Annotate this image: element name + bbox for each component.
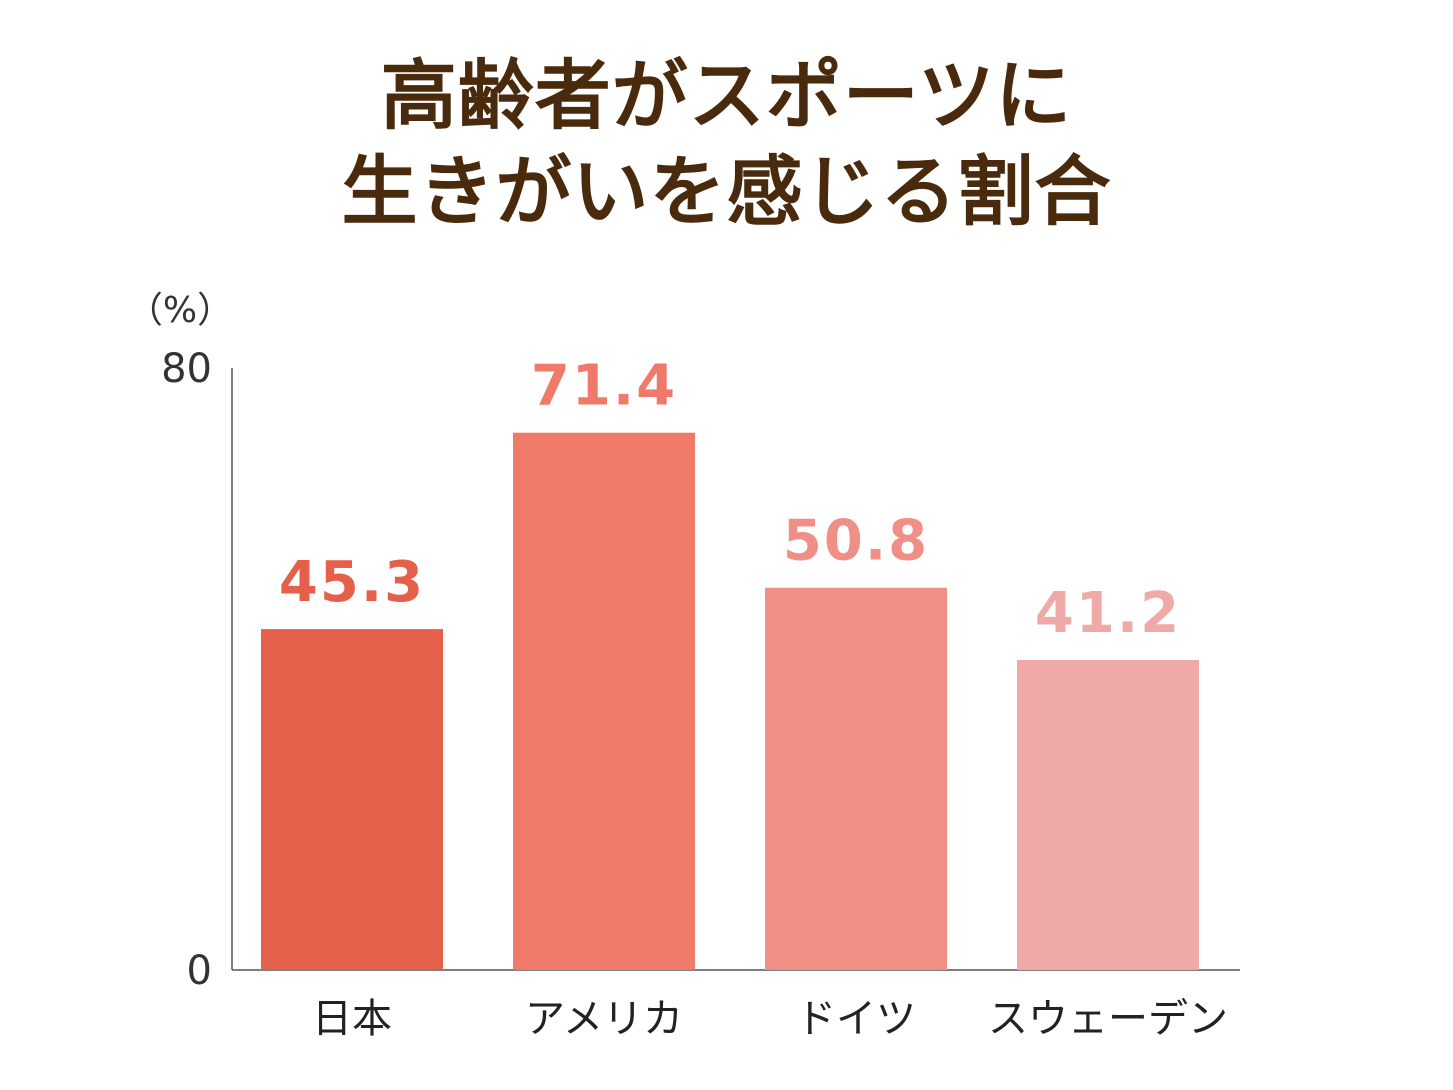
chart-title-line-1: 高齢者がスポーツに (380, 51, 1073, 140)
chart-title: 高齢者がスポーツに 生きがいを感じる割合 (0, 48, 1453, 240)
y-tick-label-80: 80 (161, 346, 212, 392)
category-label-0: 日本 (312, 996, 392, 1042)
category-label-1: アメリカ (525, 996, 683, 1042)
category-label-2: ドイツ (796, 996, 916, 1042)
value-label-0: 45.3 (279, 550, 425, 615)
labels: 45.3 日本 71.4 アメリカ 50.8 ドイツ 41.2 スウェーデン (279, 354, 1228, 1042)
bars (261, 432, 1199, 971)
bar-0 (261, 629, 443, 970)
axes: 0 80 (161, 346, 1240, 994)
y-axis-unit-label: （%） (127, 290, 233, 331)
bar-2 (765, 587, 947, 970)
value-label-2: 50.8 (783, 509, 929, 574)
value-label-3: 41.2 (1035, 581, 1181, 646)
value-label-1: 71.4 (531, 354, 677, 419)
bar-1 (513, 432, 695, 971)
category-label-3: スウェーデン (988, 996, 1228, 1042)
y-tick-label-0: 0 (187, 948, 212, 994)
chart-title-line-2: 生きがいを感じる割合 (341, 147, 1112, 236)
bar-3 (1017, 659, 1199, 970)
